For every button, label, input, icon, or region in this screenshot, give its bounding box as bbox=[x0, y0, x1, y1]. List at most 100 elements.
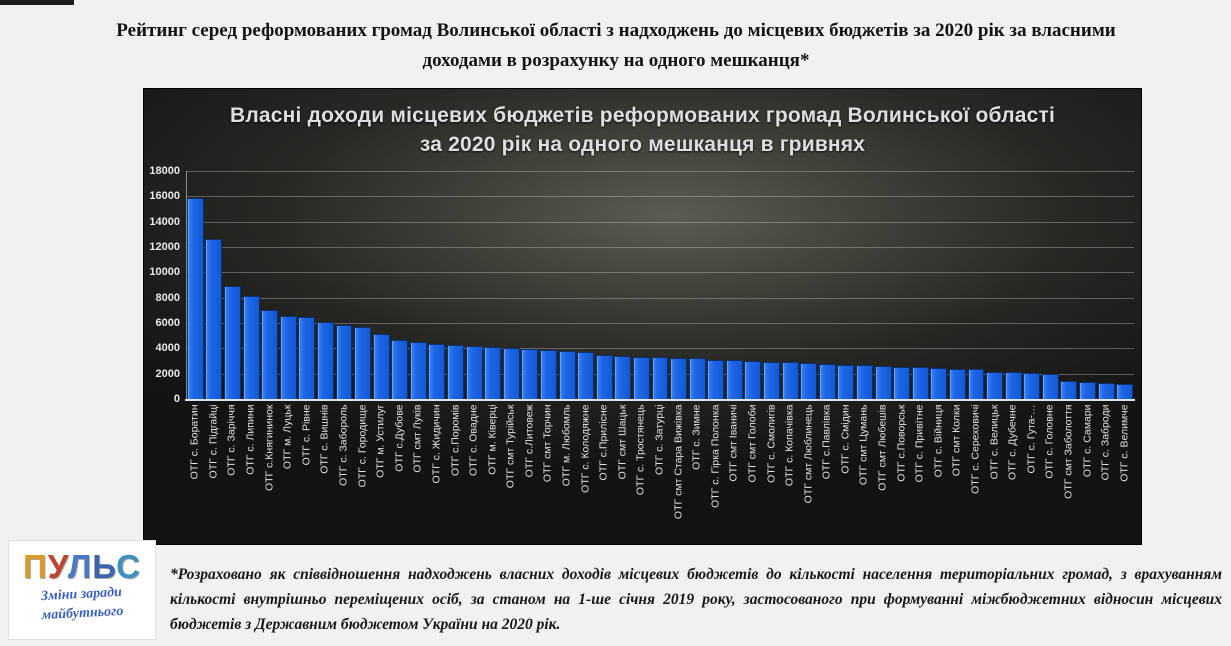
bar bbox=[484, 347, 502, 399]
bar bbox=[911, 367, 929, 399]
x-axis-label: ОТГ с.Павлівка bbox=[820, 404, 833, 480]
screenshot-edge-artifact bbox=[0, 0, 74, 5]
x-axis-label: ОТГ с. Боратин bbox=[188, 404, 201, 480]
bar bbox=[818, 364, 836, 399]
bar bbox=[354, 327, 372, 399]
pulse-logo-letter: П bbox=[23, 548, 48, 585]
x-axis-label: ОТГ смт Голоби bbox=[746, 404, 759, 483]
bar bbox=[502, 348, 520, 399]
x-axis-label: ОТГ с. Копачівка bbox=[783, 404, 796, 487]
x-axis-label: ОТГ с. Смолигів bbox=[765, 404, 778, 483]
x-axis-label: ОТГ с. Колодяжне bbox=[579, 404, 592, 493]
y-axis-tick-label: 0 bbox=[173, 393, 180, 405]
gridline bbox=[186, 272, 1134, 274]
x-axis-label: ОТГ с. Головне bbox=[1043, 404, 1056, 479]
bar bbox=[855, 365, 873, 399]
bar bbox=[1041, 373, 1059, 399]
bar bbox=[1060, 380, 1078, 399]
x-axis-label: ОТГ смт Турійськ bbox=[504, 404, 517, 489]
y-axis-tick-label: 10000 bbox=[149, 266, 180, 279]
chart-title: Власні доходи місцевих бюджетів реформов… bbox=[154, 101, 1131, 159]
x-axis-label: ОТГ м. Любомль bbox=[560, 404, 573, 487]
x-axis-label: ОТГ смт Шацьк bbox=[616, 404, 629, 480]
x-axis-label: ОТГ с. Городище bbox=[356, 404, 369, 488]
x-axis-label: ОТГ м. Луцьк bbox=[281, 404, 294, 470]
gridline bbox=[186, 196, 1134, 198]
bar bbox=[651, 357, 669, 399]
y-axis-tick-label: 16000 bbox=[149, 190, 180, 203]
x-axis-label: ОТГ смт Люблинець bbox=[802, 404, 815, 504]
bar bbox=[837, 364, 855, 399]
x-axis-label: ОТГ с. Самари bbox=[1081, 404, 1094, 478]
bar bbox=[670, 357, 688, 399]
pulse-logo-letter: Л bbox=[68, 548, 93, 585]
bar bbox=[763, 361, 781, 399]
bar bbox=[316, 321, 334, 399]
bar bbox=[688, 358, 706, 399]
bar bbox=[577, 352, 595, 399]
bar bbox=[558, 350, 576, 399]
bar bbox=[744, 361, 762, 399]
y-axis-tick-label: 8000 bbox=[155, 291, 180, 304]
bar bbox=[874, 366, 892, 399]
x-axis-label: ОТГ с. Гірка Полонка bbox=[709, 404, 722, 508]
bar bbox=[1116, 384, 1134, 399]
y-axis-tick-label: 2000 bbox=[155, 367, 180, 380]
x-axis-label: ОТГ с. Забороль bbox=[337, 404, 350, 486]
x-axis-label: ОТГ с. Зимне bbox=[690, 404, 703, 470]
bar bbox=[261, 309, 279, 399]
x-axis-label: ОТГ с.Поворськ bbox=[895, 404, 908, 482]
bar bbox=[614, 355, 632, 399]
x-axis-label: ОТГ м. Ківерці bbox=[486, 404, 499, 475]
bar bbox=[335, 324, 353, 399]
x-axis-label: ОТГ с. Сереховичі bbox=[969, 404, 982, 494]
x-axis-label: ОТГ с.Прилісне bbox=[597, 404, 610, 481]
y-axis-tick-label: 4000 bbox=[155, 342, 180, 355]
bar bbox=[447, 345, 465, 399]
footnote: *Розраховано як співвідношення надходжен… bbox=[170, 566, 1222, 633]
x-axis-label: ОТГ с. Підгайці bbox=[207, 404, 220, 479]
x-axis-baseline bbox=[185, 399, 1135, 401]
x-axis-label: ОТГ смт Цумань bbox=[857, 404, 870, 486]
x-axis-label: ОТГ с. Велимче bbox=[1118, 404, 1131, 482]
pulse-logo-letter: Ь bbox=[92, 548, 117, 585]
x-axis-label: ОТГ смт Заболоття bbox=[1062, 404, 1075, 499]
bar bbox=[372, 334, 390, 399]
bar bbox=[223, 285, 241, 399]
x-axis-label: ОТГ с.Поромів bbox=[449, 404, 462, 477]
chart-title-line1: Власні доходи місцевих бюджетів реформов… bbox=[229, 104, 1056, 127]
x-axis-label: ОТГ смт Стара Вижівка bbox=[672, 404, 685, 520]
bar bbox=[521, 348, 539, 399]
bar bbox=[930, 367, 948, 399]
bar bbox=[186, 197, 204, 399]
bar bbox=[725, 360, 743, 399]
bar bbox=[632, 356, 650, 399]
x-axis-label: ОТГ смт Луків bbox=[411, 404, 424, 473]
x-axis-label: ОТГ с. Велицьк bbox=[988, 404, 1001, 480]
bar bbox=[967, 369, 985, 399]
bar bbox=[1097, 383, 1115, 399]
bar bbox=[595, 354, 613, 399]
x-axis-label: ОТГ смт Іваничі bbox=[727, 404, 740, 482]
bar bbox=[800, 362, 818, 399]
bar bbox=[1079, 381, 1097, 399]
chart-panel: Власні доходи місцевих бюджетів реформов… bbox=[143, 88, 1142, 545]
pulse-logo: ПУЛЬС Зміни заради майбутнього bbox=[8, 540, 156, 640]
y-axis-tick-label: 18000 bbox=[149, 165, 180, 177]
gridline bbox=[186, 348, 1134, 350]
bar bbox=[1023, 373, 1041, 399]
x-axis-label: ОТГ м. Устилуг bbox=[374, 404, 387, 478]
bar bbox=[409, 342, 427, 399]
bar bbox=[205, 239, 223, 399]
x-axis-label: ОТГ смт Колки bbox=[950, 404, 963, 477]
bar bbox=[298, 317, 316, 399]
x-axis-label: ОТГ с. Заріччя bbox=[225, 404, 238, 476]
x-axis-label: ОТГ с. Заброди bbox=[1099, 404, 1112, 481]
x-axis-label: ОТГ с. Привітне bbox=[913, 404, 926, 483]
x-axis-label: ОТГ с. Рівне bbox=[300, 404, 313, 466]
pulse-logo-letter: У bbox=[47, 548, 69, 585]
pulse-logo-brand: ПУЛЬС bbox=[9, 549, 155, 585]
bar bbox=[539, 350, 557, 399]
x-axis-label: ОТГ с. Затурці bbox=[653, 404, 666, 475]
bar bbox=[279, 316, 297, 399]
